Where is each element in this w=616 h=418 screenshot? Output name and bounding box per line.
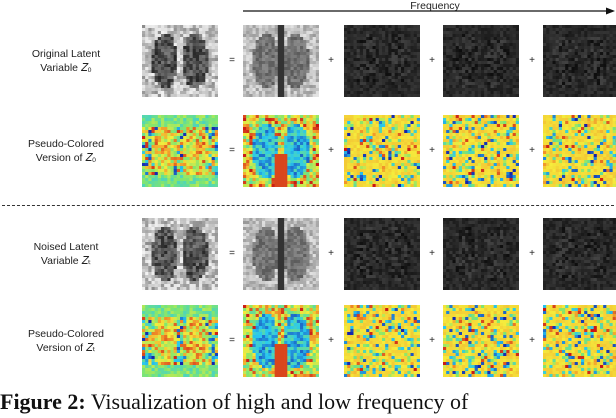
row-label-line2: Variable 𝑍₀ [40, 62, 92, 74]
plus-sign: + [328, 335, 334, 346]
panel-row0-col0 [142, 25, 218, 97]
plus-sign: + [429, 335, 435, 346]
panel-row2-col0 [142, 218, 218, 290]
plus-sign: + [328, 55, 334, 66]
section-divider [2, 205, 614, 206]
row-label-line1: Original Latent [31, 48, 101, 60]
panel-row2-col4 [543, 218, 616, 290]
panel-row0-col4 [543, 25, 616, 97]
panel-row0-col2 [344, 25, 420, 97]
panel-row3-col0 [142, 305, 218, 377]
panel-row1-col4 [543, 115, 616, 187]
plus-sign: + [328, 248, 334, 259]
panel-row1-col0 [142, 115, 218, 187]
equals-sign: = [229, 335, 235, 346]
frequency-axis-label: Frequency [410, 0, 460, 12]
equals-sign: = [229, 145, 235, 156]
panel-row2-col1 [243, 218, 319, 290]
caption-figure-number: Figure 2: [0, 389, 86, 414]
panel-row3-col3 [443, 305, 519, 377]
caption-text: Visualization of high and low frequency … [85, 389, 469, 414]
panel-row3-col4 [543, 305, 616, 377]
row-label-line2: Version of 𝑍ₜ [36, 342, 96, 354]
panel-row2-col2 [344, 218, 420, 290]
plus-sign: + [429, 248, 435, 259]
plus-sign: + [328, 145, 334, 156]
panel-row0-col1 [243, 25, 319, 97]
row-label-line1: Noised Latent [33, 241, 99, 253]
row-label-line2: Version of 𝑍₀ [35, 152, 97, 164]
panel-row1-col2 [344, 115, 420, 187]
frequency-arrow [243, 7, 615, 15]
panel-row1-col1 [243, 115, 319, 187]
panel-row2-col3 [443, 218, 519, 290]
plus-sign: + [529, 248, 535, 259]
panel-row0-col3 [443, 25, 519, 97]
panel-row3-col2 [344, 305, 420, 377]
plus-sign: + [529, 335, 535, 346]
plus-sign: + [429, 145, 435, 156]
row-label-2: Noised Latent Variable 𝑍ₜ [2, 240, 130, 268]
row-label-line1: Pseudo-Colored [28, 138, 104, 150]
equals-sign: = [229, 55, 235, 66]
equals-sign: = [229, 248, 235, 259]
row-label-3: Pseudo-Colored Version of 𝑍ₜ [2, 327, 130, 355]
plus-sign: + [529, 55, 535, 66]
row-label-line2: Variable 𝑍ₜ [40, 255, 92, 267]
panel-row1-col3 [443, 115, 519, 187]
row-label-1: Pseudo-Colored Version of 𝑍₀ [2, 137, 130, 165]
row-label-0: Original Latent Variable 𝑍₀ [2, 47, 130, 75]
plus-sign: + [529, 145, 535, 156]
plus-sign: + [429, 55, 435, 66]
row-label-line1: Pseudo-Colored [28, 328, 104, 340]
figure-caption: Figure 2: Visualization of high and low … [0, 389, 616, 415]
panel-row3-col1 [243, 305, 319, 377]
